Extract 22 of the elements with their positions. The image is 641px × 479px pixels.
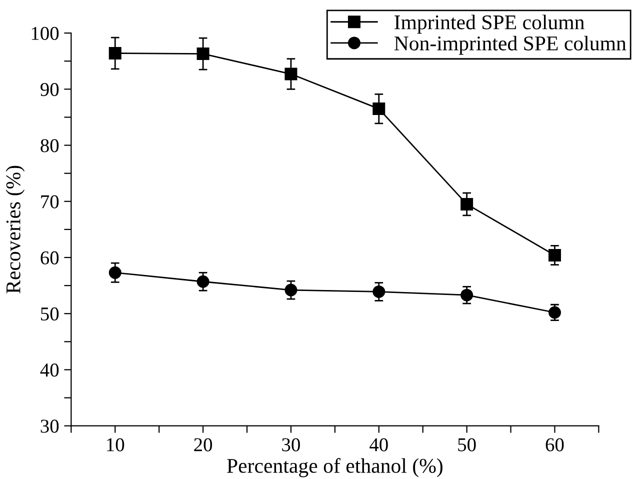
x-tick-label: 60 (546, 438, 564, 452)
x-tick-label: 20 (194, 438, 212, 452)
y-tick-label: 30 (40, 420, 59, 433)
y-axis-title: Recoveries (%) (6, 166, 25, 294)
x-tick-label: 10 (107, 438, 124, 452)
y-tick-label: 100 (32, 26, 59, 40)
point (284, 284, 298, 296)
point (196, 275, 210, 288)
y-tick-label: 70 (41, 195, 59, 208)
x-axis-title: Percentage of ethanol (%) (227, 458, 442, 478)
y-tick-label: 40 (40, 364, 59, 377)
x-tick-label: 40 (370, 438, 388, 452)
y-tick-label: 80 (40, 139, 59, 152)
point (284, 68, 298, 80)
y-tick-label: 60 (40, 251, 59, 264)
x-tick-label: 30 (282, 438, 300, 452)
y-tick-label: 50 (41, 307, 59, 321)
legend-label: Non-imprinted SPE column (394, 36, 626, 55)
point (196, 48, 210, 60)
y-tick-label: 90 (40, 82, 59, 96)
legend-label: Imprinted SPE column (394, 14, 584, 34)
x-tick-label: 50 (458, 438, 476, 452)
